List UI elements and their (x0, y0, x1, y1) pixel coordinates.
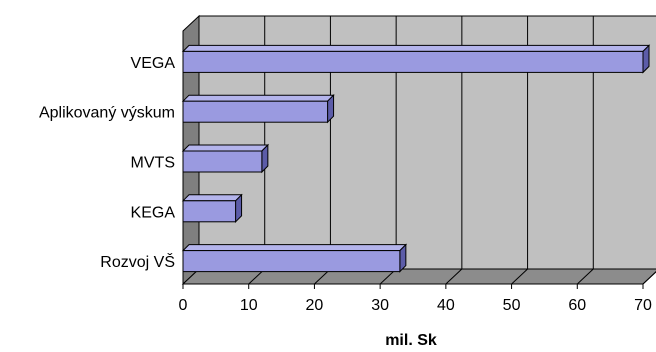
x-tick-label: 40 (437, 297, 455, 314)
floor-gridline (642, 271, 656, 285)
bar-front (182, 200, 237, 223)
x-tick-label: 10 (240, 297, 258, 314)
bar (181, 193, 243, 224)
bar (181, 243, 408, 273)
bar-top (181, 144, 270, 152)
bars (181, 44, 651, 273)
x-tick-label: 50 (503, 297, 521, 314)
x-tick-label: 70 (634, 297, 652, 314)
y-axis-categories: VEGA Aplikovaný výskum MVTS KEGA Rozvoj VŠ (39, 55, 175, 271)
bar (181, 93, 335, 124)
floor-gridline (445, 268, 463, 285)
bar-front (182, 50, 644, 73)
category-label: VEGA (131, 55, 176, 72)
bar-top (181, 94, 335, 102)
category-label: Rozvoj VŠ (100, 252, 175, 271)
bar-top (181, 44, 651, 52)
floor-gridline (576, 268, 594, 285)
bar-front (182, 250, 401, 273)
bar-top (181, 194, 243, 202)
x-axis-title: mil. Sk (385, 332, 437, 349)
bar (181, 143, 270, 174)
x-axis-ticks: 0 10 20 30 40 50 60 70 (179, 31, 652, 314)
bar-front (182, 100, 329, 123)
floor-gridline (511, 268, 528, 285)
x-tick-label: 0 (179, 297, 188, 314)
x-tick-label: 20 (306, 297, 324, 314)
category-label: MVTS (131, 155, 175, 172)
x-tick-label: 30 (371, 297, 389, 314)
category-label: Aplikovaný výskum (39, 105, 175, 122)
bar-front (182, 150, 263, 173)
bar-top (181, 244, 408, 252)
category-label: KEGA (131, 204, 176, 221)
x-tick-label: 60 (568, 297, 586, 314)
bar (181, 44, 651, 74)
